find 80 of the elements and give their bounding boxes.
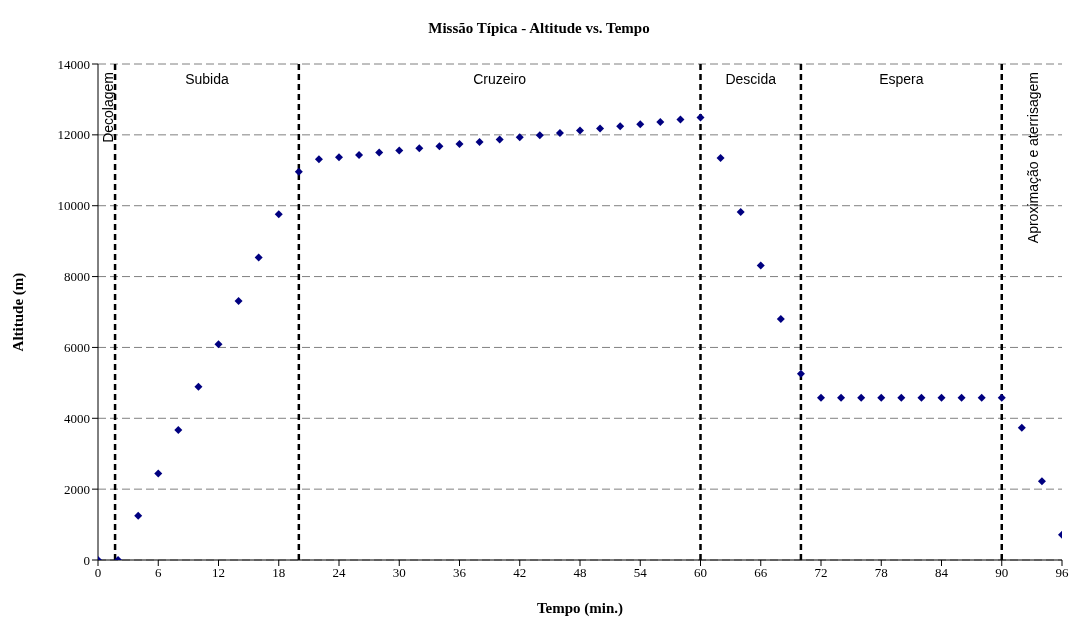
y-tick-label: 12000: [57, 127, 90, 143]
y-tick-label: 8000: [64, 269, 90, 285]
point: [314, 155, 323, 164]
point: [214, 340, 223, 349]
annotation: Aproximação e aterrisagem: [1024, 72, 1041, 244]
x-tick-label: 90: [995, 565, 1009, 581]
point: [716, 153, 725, 162]
y-tick-label: 0: [83, 552, 90, 568]
point: [435, 142, 444, 151]
point: [676, 115, 685, 124]
point: [274, 210, 283, 219]
point: [194, 382, 203, 391]
x-tick-label: 78: [874, 565, 888, 581]
point: [495, 135, 504, 144]
y-tick-label: 10000: [57, 198, 90, 214]
x-tick-label: 60: [694, 565, 707, 581]
point: [596, 124, 605, 133]
x-tick-label: 72: [814, 565, 828, 581]
chart-title: Missão Típica - Altitude vs. Tempo: [427, 19, 651, 38]
point: [636, 120, 645, 129]
point: [736, 208, 745, 217]
x-tick-label: 30: [392, 565, 406, 581]
y-tick-label: 14000: [57, 56, 90, 72]
point: [897, 393, 906, 402]
x-tick-label: 36: [453, 565, 467, 581]
x-tick-label: 48: [573, 565, 587, 581]
annotation: Cruzeiro: [473, 71, 527, 87]
point: [395, 146, 404, 155]
point: [234, 297, 243, 306]
x-tick-label: 12: [212, 565, 225, 581]
point: [616, 122, 625, 131]
annotation: Decolagem: [99, 72, 116, 143]
point: [475, 137, 484, 146]
point: [375, 148, 384, 157]
point: [455, 140, 464, 149]
x-tick-label: 66: [754, 565, 768, 581]
point: [917, 393, 926, 402]
point: [415, 144, 424, 153]
x-tick-label: 54: [633, 565, 648, 581]
point: [937, 393, 946, 402]
x-tick-label: 96: [1055, 565, 1069, 581]
point: [1037, 477, 1046, 486]
x-tick-label: 42: [513, 565, 527, 581]
point: [756, 261, 765, 270]
y-axis-title: Altitude (m): [10, 272, 28, 352]
point: [174, 425, 183, 434]
point: [977, 393, 986, 402]
point: [817, 393, 825, 402]
point: [576, 126, 584, 135]
x-tick-label: 18: [272, 565, 286, 581]
x-tick-label: 24: [332, 565, 346, 581]
y-tick-label: 6000: [64, 340, 90, 356]
point: [254, 253, 263, 262]
y-tick-label: 4000: [64, 410, 90, 426]
point: [154, 469, 163, 478]
annotation: Subida: [185, 71, 229, 87]
point: [796, 369, 805, 378]
point: [294, 167, 303, 176]
y-tick-label: 2000: [64, 481, 90, 497]
point: [555, 129, 564, 138]
point: [515, 133, 524, 142]
point: [696, 113, 705, 122]
point: [134, 511, 143, 520]
annotation: Descida: [725, 71, 777, 87]
point: [997, 393, 1006, 402]
point: [857, 393, 866, 402]
point: [837, 393, 846, 402]
point: [355, 151, 364, 160]
point: [1017, 423, 1026, 432]
point: [776, 315, 785, 324]
point: [957, 393, 966, 402]
annotation: Espera: [879, 71, 924, 87]
x-tick-label: 0: [94, 565, 102, 581]
point: [535, 131, 544, 140]
x-axis-title: Tempo (min.): [536, 600, 624, 617]
point: [656, 118, 665, 127]
point: [335, 153, 343, 162]
x-tick-label: 84: [935, 565, 949, 581]
point: [877, 393, 886, 402]
x-tick-label: 6: [155, 565, 162, 581]
